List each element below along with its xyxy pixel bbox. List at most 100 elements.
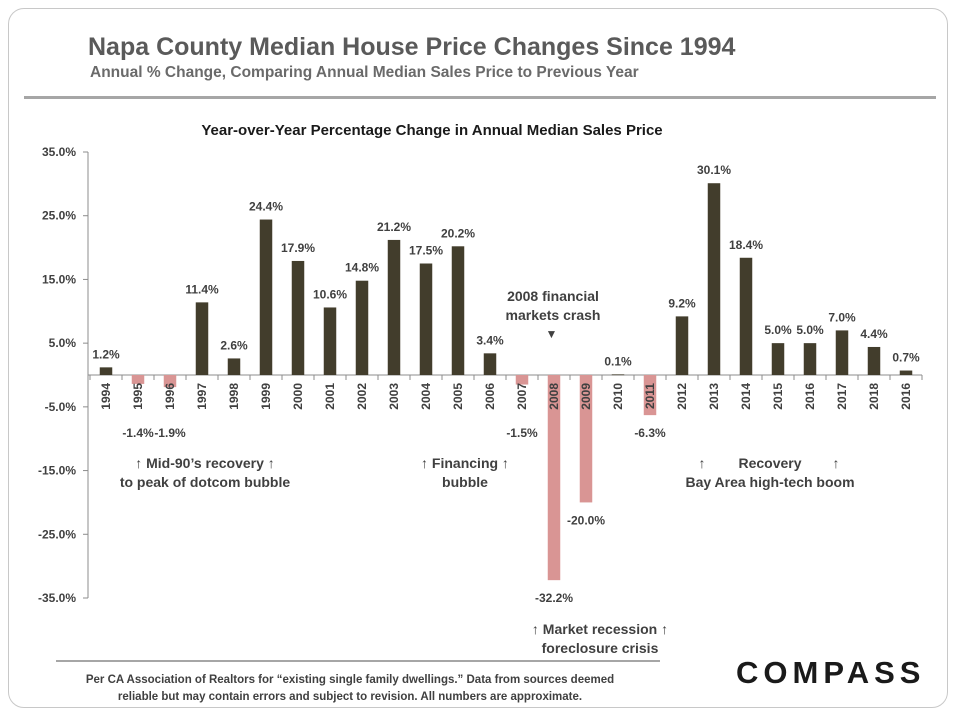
- annotation-recession: ↑ Market recession ↑ foreclosure crisis: [510, 620, 690, 658]
- x-tick-label: 2009: [579, 383, 593, 410]
- x-tick-label: 2016: [899, 383, 913, 410]
- data-label: 17.9%: [281, 241, 315, 255]
- data-label: 24.4%: [249, 200, 283, 214]
- annotation-crash: 2008 financial markets crash ▼: [478, 287, 628, 344]
- source-note-line1: Per CA Association of Realtors for “exis…: [85, 674, 615, 686]
- bar-2009: [579, 375, 593, 503]
- x-tick-label: 2007: [515, 383, 529, 410]
- bar-2013: [707, 183, 721, 375]
- x-tick-label: 2012: [675, 383, 689, 410]
- bar-2003: [387, 239, 401, 375]
- data-label: 18.4%: [729, 238, 763, 252]
- annotation-mid90s: ↑ Mid-90’s recovery ↑ to peak of dotcom …: [110, 454, 300, 492]
- recovery-arrow-right-icon: ↑: [832, 455, 840, 471]
- data-label: 4.4%: [860, 327, 888, 341]
- bar-2004: [419, 263, 433, 375]
- x-tick-label: 2001: [323, 383, 337, 410]
- bar-1998: [227, 358, 241, 375]
- bar-2018: [867, 346, 881, 375]
- y-tick-label: 5.0%: [49, 336, 77, 350]
- annotation-mid90s-line1: ↑ Mid-90’s recovery ↑: [135, 455, 275, 471]
- annotation-recession-line1: ↑ Market recession ↑: [531, 621, 669, 637]
- bar-2015: [771, 343, 785, 375]
- y-tick-label: 35.0%: [42, 145, 76, 159]
- annotation-financing: ↑ Financing ↑ bubble: [400, 454, 530, 492]
- slide-frame: [8, 8, 948, 708]
- data-label: -6.3%: [634, 426, 666, 440]
- x-tick-label: 1996: [163, 383, 177, 410]
- bar-2014: [739, 257, 753, 375]
- bar-2001: [323, 307, 337, 375]
- data-label: 0.7%: [892, 351, 920, 365]
- x-tick-label: 2013: [707, 383, 721, 410]
- bar-2010: [611, 374, 625, 376]
- annotation-recession-line2: foreclosure crisis: [541, 640, 659, 656]
- data-label: -1.5%: [506, 426, 538, 440]
- x-tick-label: 2004: [419, 383, 433, 410]
- x-tick-label: 2011: [643, 383, 657, 409]
- bar-2016: [803, 343, 817, 375]
- data-label: 2.6%: [220, 338, 248, 352]
- x-tick-label: 2010: [611, 383, 625, 410]
- x-tick-label: 2002: [355, 383, 369, 410]
- y-tick-label: -5.0%: [45, 400, 77, 414]
- annotation-crash-line2: markets crash: [505, 307, 601, 323]
- x-tick-label: 1998: [227, 383, 241, 410]
- bar-1999: [259, 219, 273, 375]
- x-tick-label: 1994: [99, 383, 113, 410]
- footer-divider: [56, 660, 660, 662]
- data-label: -32.2%: [535, 591, 573, 605]
- y-tick-label: 25.0%: [42, 209, 76, 223]
- y-tick-label: -15.0%: [38, 464, 76, 478]
- annotation-mid90s-line2: to peak of dotcom bubble: [119, 474, 291, 490]
- bar-2016: [899, 370, 913, 375]
- data-label: 14.8%: [345, 261, 379, 275]
- data-label: -20.0%: [567, 513, 605, 527]
- y-tick-label: -25.0%: [38, 527, 76, 541]
- bar-1997: [195, 302, 209, 375]
- bar-2011: [643, 375, 657, 416]
- annotation-recovery-line2: Bay Area high-tech boom: [685, 474, 855, 490]
- x-tick-label: 2005: [451, 383, 465, 410]
- data-label: -1.4%: [122, 426, 154, 440]
- x-tick-label: 1997: [195, 383, 209, 410]
- x-tick-label: 2000: [291, 383, 305, 410]
- bar-2008: [547, 375, 561, 581]
- x-tick-label: 2016: [803, 383, 817, 410]
- data-label: 9.2%: [668, 296, 696, 310]
- data-label: 7.0%: [828, 310, 856, 324]
- chart-title: Year-over-Year Percentage Change in Annu…: [201, 122, 662, 139]
- x-tick-label: 1999: [259, 383, 273, 410]
- bar-1995: [131, 375, 145, 384]
- bar-2007: [515, 375, 529, 385]
- annotation-crash-line1: 2008 financial: [507, 288, 599, 304]
- y-tick-label: 15.0%: [42, 272, 76, 286]
- bar-1994: [99, 367, 113, 375]
- source-note-line2: reliable but may contain errors and subj…: [117, 691, 583, 703]
- data-label: 21.2%: [377, 220, 411, 234]
- header-divider: [24, 96, 936, 99]
- bar-2002: [355, 280, 369, 375]
- x-tick-label: 2008: [547, 383, 561, 410]
- x-tick-label: 2006: [483, 383, 497, 410]
- bar-2005: [451, 246, 465, 375]
- data-label: 5.0%: [764, 323, 792, 337]
- x-tick-label: 2014: [739, 383, 753, 410]
- y-tick-label: -35.0%: [38, 591, 76, 605]
- x-tick-label: 2015: [771, 383, 785, 410]
- bar-1996: [163, 375, 177, 388]
- compass-logo: COMPASS: [736, 655, 926, 690]
- data-label: 0.1%: [604, 354, 632, 368]
- x-tick-label: 2003: [387, 383, 401, 410]
- annotation-financing-line1: ↑ Financing ↑: [421, 455, 509, 471]
- x-tick-label: 1995: [131, 383, 145, 410]
- page-subtitle: Annual % Change, Comparing Annual Median…: [90, 64, 639, 81]
- x-tick-label: 2018: [867, 383, 881, 410]
- source-note: Per CA Association of Realtors for “exis…: [60, 672, 640, 706]
- data-label: 5.0%: [796, 323, 824, 337]
- data-label: 3.4%: [476, 333, 504, 347]
- bar-2006: [483, 353, 497, 375]
- data-label: 17.5%: [409, 244, 443, 258]
- data-label: 20.2%: [441, 226, 475, 240]
- bar-2017: [835, 330, 849, 375]
